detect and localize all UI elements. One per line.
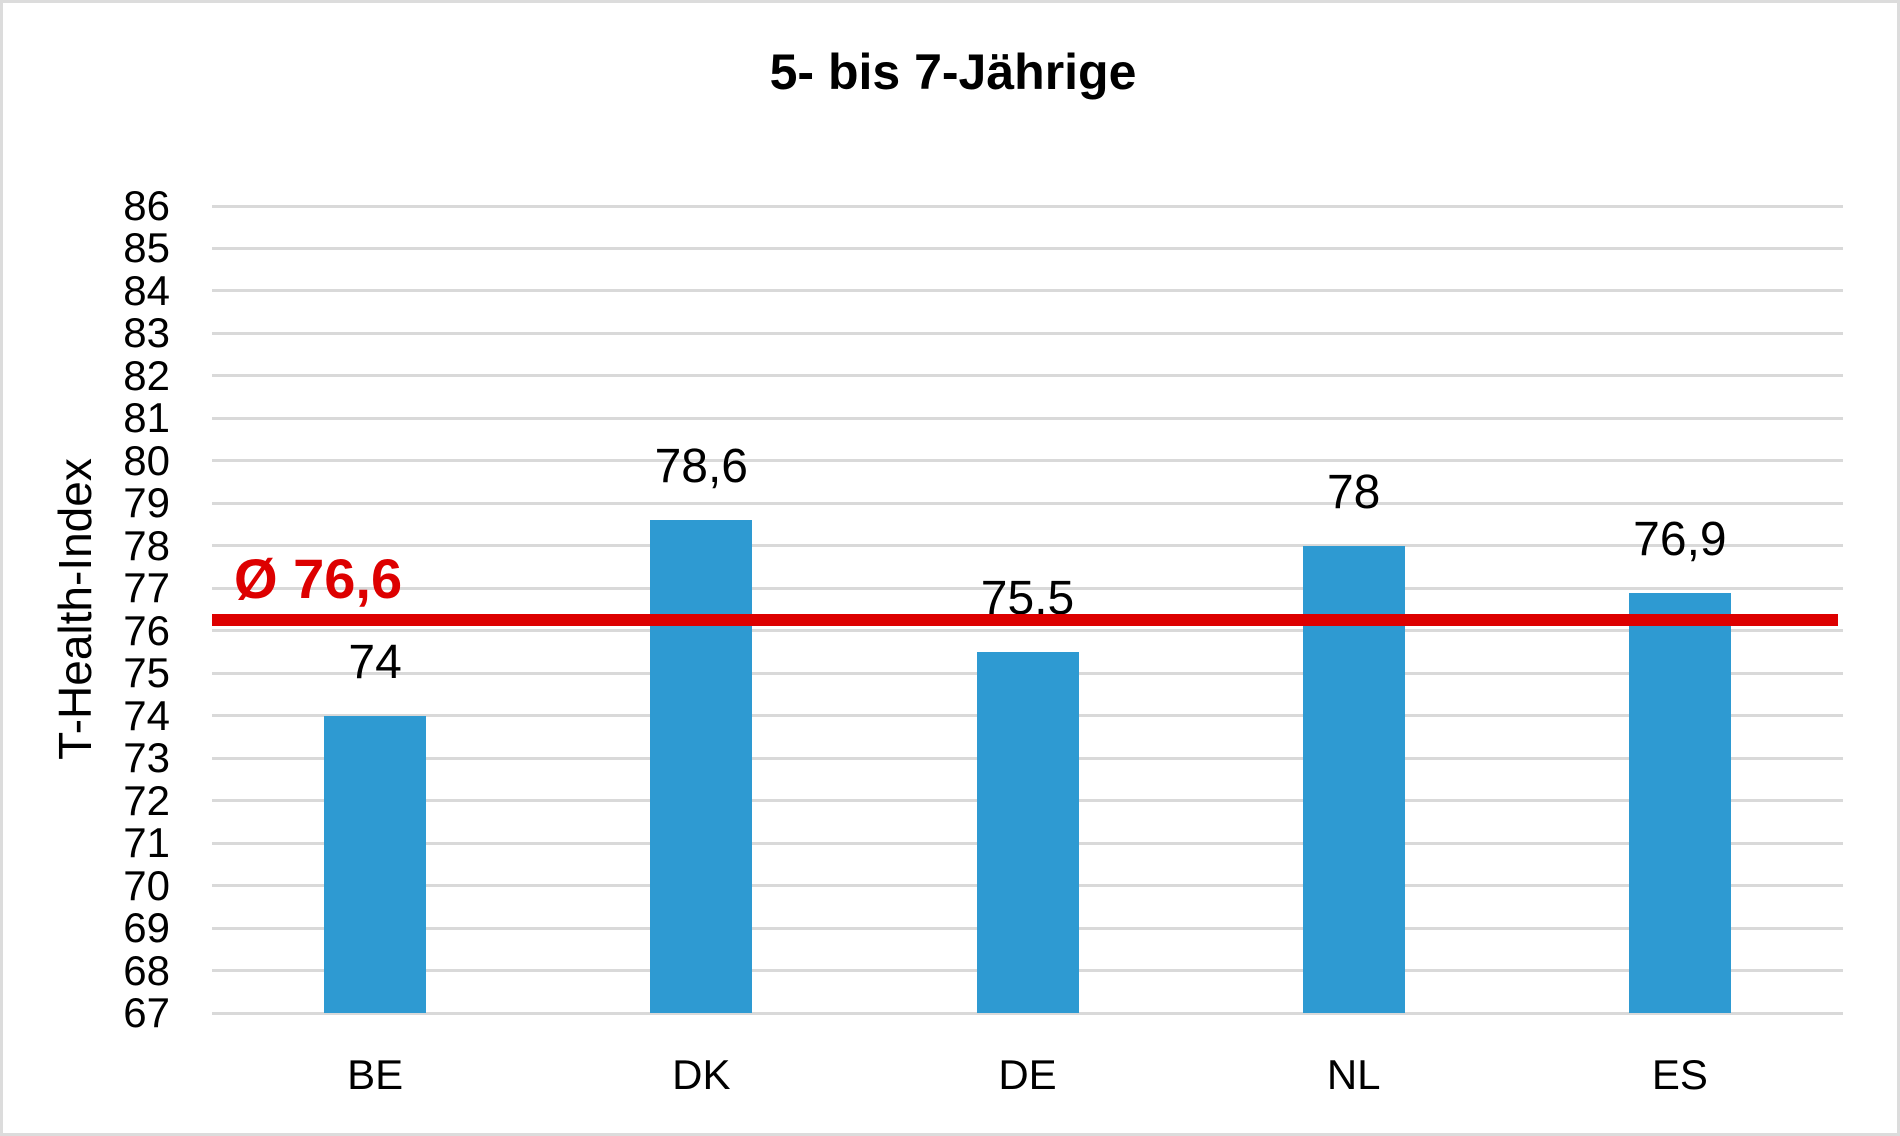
gridline: [212, 416, 1843, 420]
y-tick-label: 74: [123, 691, 170, 739]
average-line: [212, 614, 1838, 627]
y-tick-label: 76: [123, 606, 170, 654]
y-tick-label: 72: [123, 776, 170, 824]
gridline: [212, 289, 1843, 293]
x-axis-label-dk: DK: [672, 1051, 731, 1098]
gridline: [212, 331, 1843, 335]
average-label: Ø 76,6: [234, 547, 403, 611]
y-tick-label: 84: [123, 266, 170, 314]
y-tick-label: 75: [123, 649, 170, 697]
bar-be: [324, 715, 427, 1013]
bar-value-label: 78: [1326, 465, 1381, 519]
chart-title: 5- bis 7-Jährige: [769, 44, 1137, 100]
x-axis-label-nl: NL: [1326, 1051, 1381, 1098]
y-tick-label: 71: [123, 819, 170, 867]
y-tick-label: 85: [123, 224, 170, 272]
gridline: [212, 246, 1843, 250]
bar-es: [1628, 592, 1731, 1013]
y-tick-label: 80: [123, 436, 170, 484]
y-tick-label: 82: [123, 351, 170, 399]
y-tick-label: 81: [123, 394, 170, 442]
y-tick-label: 86: [123, 182, 170, 229]
bar-value-label: 74: [348, 635, 402, 689]
x-axis-label-es: ES: [1651, 1051, 1708, 1098]
y-tick-label: 78: [123, 521, 170, 569]
x-axis-label-be: BE: [347, 1051, 404, 1098]
gridline: [212, 374, 1843, 378]
gridline: [212, 544, 1843, 548]
y-axis-title-text: T-Health-Index: [49, 458, 101, 760]
gridline: [212, 459, 1843, 463]
bar-value-label: 78,6: [654, 440, 748, 494]
gridline: [212, 629, 1843, 633]
gridline: [212, 501, 1843, 505]
bar-dk: [650, 520, 753, 1013]
x-axis-label-de: DE: [998, 1051, 1057, 1098]
y-tick-label: 69: [123, 904, 170, 952]
y-tick-label: 68: [123, 946, 170, 994]
gridline: [212, 1011, 1843, 1015]
y-tick-label: 70: [123, 861, 170, 909]
gridline: [212, 204, 1843, 208]
bar-de: [976, 651, 1079, 1013]
gridline: [212, 586, 1843, 590]
y-tick-label: 83: [123, 309, 170, 357]
y-tick-label: 77: [123, 564, 170, 612]
bar-value-label: 76,9: [1633, 512, 1727, 566]
y-tick-label: 67: [123, 989, 170, 1036]
y-tick-label: 73: [123, 734, 170, 782]
y-tick-label: 79: [123, 479, 170, 527]
